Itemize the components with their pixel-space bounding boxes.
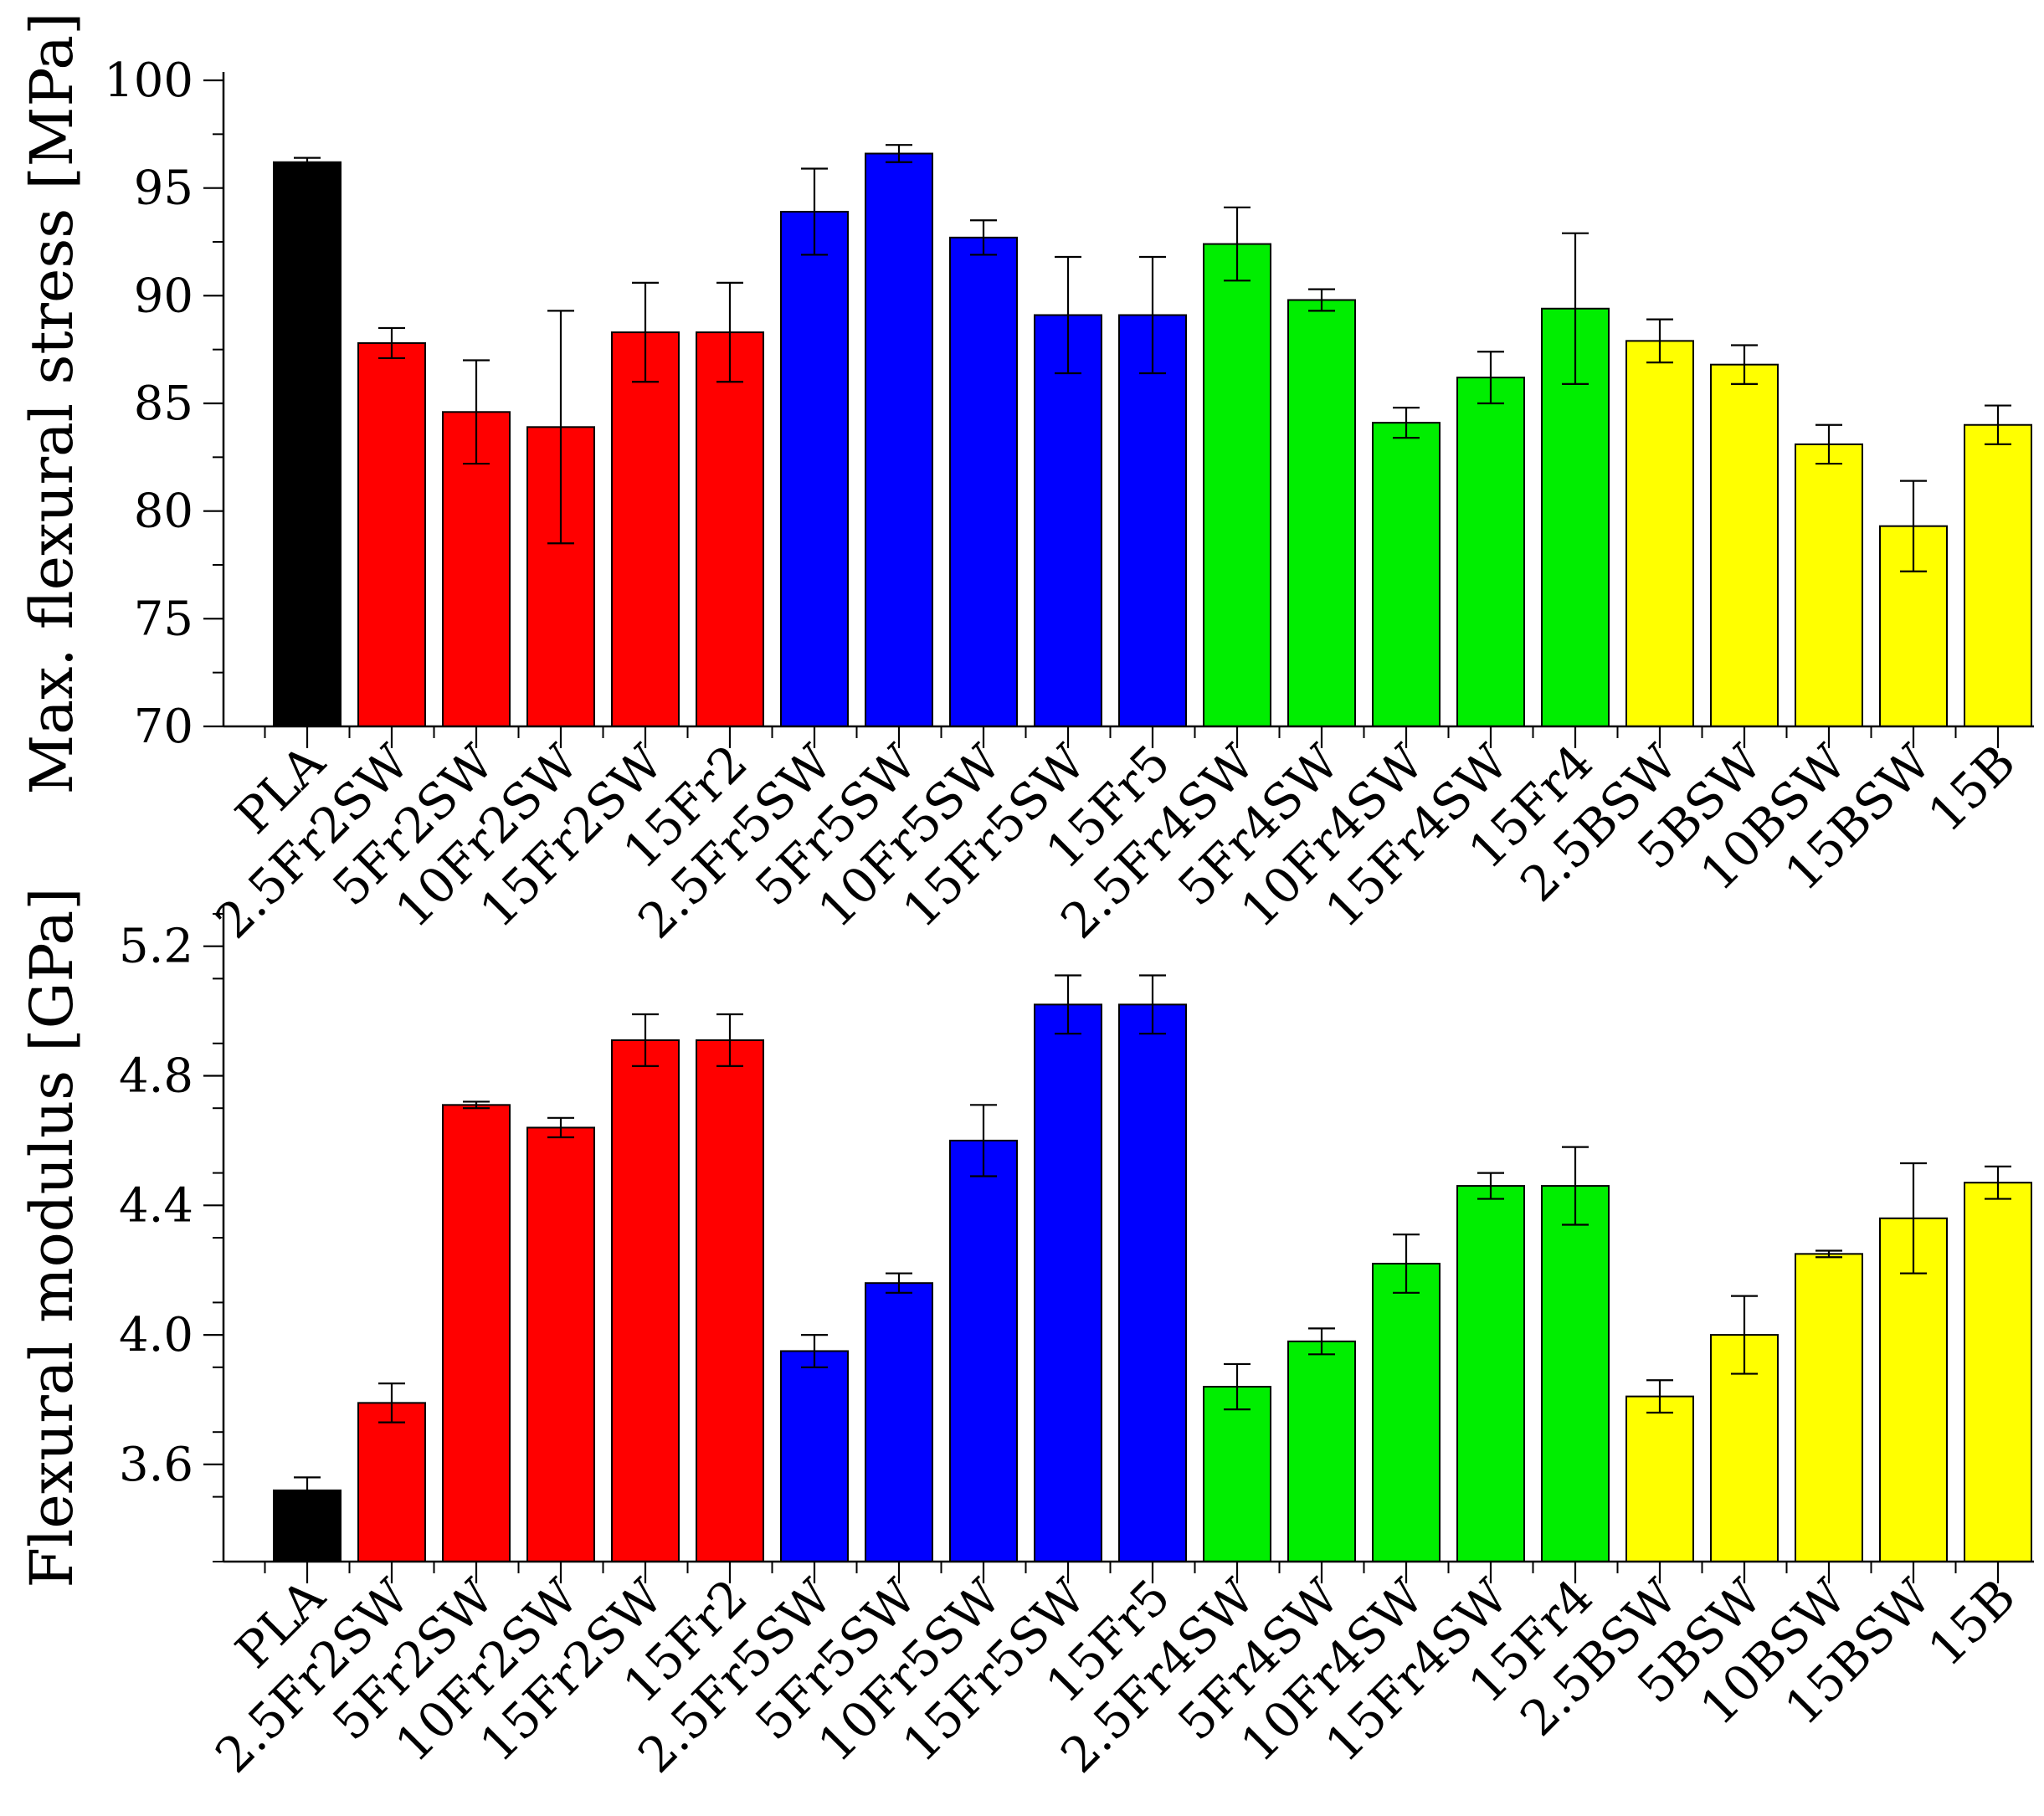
y-tick-label: 4.0	[119, 1308, 193, 1362]
bar-15B	[1964, 1182, 2032, 1562]
bar-15Fr5SW	[1034, 1003, 1102, 1562]
bar-15Fr2SW	[611, 331, 680, 727]
bar-10Fr5SW	[949, 236, 1018, 727]
bar-5Fr2SW	[442, 1104, 511, 1562]
bar-2.5Fr4SW	[1203, 243, 1271, 728]
y-axis-title: Max. flexural stress [MPa]	[18, 13, 86, 795]
bar-10Fr5SW	[949, 1139, 1018, 1563]
bar-2.5Fr4SW	[1203, 1386, 1271, 1563]
bar-2.5Fr2SW	[357, 1402, 426, 1562]
bar-2.5BSW	[1625, 340, 1694, 727]
y-tick-label: 5.2	[119, 920, 193, 974]
y-tick-label: 100	[104, 54, 193, 108]
bar-10Fr2SW	[526, 1126, 595, 1563]
y-tick-label: 3.6	[119, 1438, 193, 1492]
bar-10Fr4SW	[1372, 1262, 1441, 1562]
bar-10BSW	[1795, 1253, 1863, 1562]
bar-2.5Fr5SW	[780, 1350, 849, 1562]
bar-15B	[1964, 423, 2032, 727]
bar-15Fr5	[1118, 1003, 1187, 1562]
bar-5Fr4SW	[1287, 299, 1356, 727]
y-tick-label: 80	[134, 485, 193, 539]
y-tick-label: 70	[134, 700, 193, 754]
bar-5BSW	[1710, 363, 1779, 727]
y-tick-label: 85	[134, 377, 193, 431]
bar-15Fr4SW	[1456, 1185, 1525, 1562]
bar-15Fr4SW	[1456, 377, 1525, 727]
bar-2.5Fr2SW	[357, 341, 426, 727]
bar-15Fr5	[1118, 314, 1187, 727]
bar-2.5Fr5SW	[780, 210, 849, 727]
bar-5Fr5SW	[865, 1282, 933, 1563]
y-tick-label: 4.8	[119, 1049, 193, 1104]
bar-2.5BSW	[1625, 1395, 1694, 1562]
bar-15Fr2	[696, 1039, 764, 1563]
bar-15Fr5SW	[1034, 314, 1102, 727]
category-label: 15B	[1917, 734, 2026, 843]
bar-5Fr4SW	[1287, 1340, 1356, 1562]
y-tick-label: 90	[134, 269, 193, 323]
bar-15Fr2SW	[611, 1039, 680, 1563]
stress-chart-panel: 707580859095100PLA2.5Fr2SW5Fr2SW10Fr2SW1…	[18, 13, 2034, 950]
bar-PLA	[273, 161, 342, 727]
bar-5Fr5SW	[865, 152, 933, 727]
y-axis-title: Flexural modulus [GPa]	[18, 887, 86, 1588]
bar-10Fr4SW	[1372, 422, 1441, 727]
y-tick-label: 75	[134, 592, 193, 646]
y-tick-label: 95	[134, 162, 193, 216]
bar-15Fr4	[1541, 1185, 1610, 1562]
category-label: 15B	[1917, 1568, 2026, 1677]
bar-10BSW	[1795, 443, 1863, 727]
y-tick-label: 4.4	[119, 1178, 193, 1233]
bar-15Fr2	[696, 331, 764, 727]
modulus-chart-panel: 3.64.04.44.85.2PLA2.5Fr2SW5Fr2SW10Fr2SW1…	[18, 887, 2034, 1784]
